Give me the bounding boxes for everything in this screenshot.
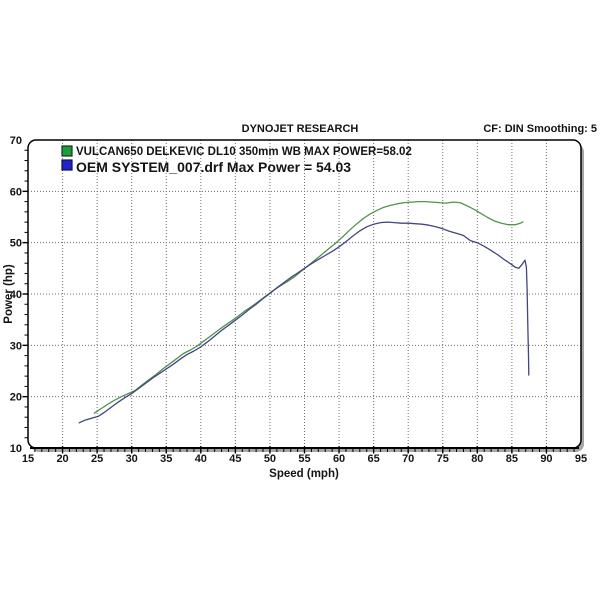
x-tick-label: 15 bbox=[22, 453, 34, 465]
x-tick-label: 50 bbox=[264, 453, 276, 465]
x-tick-label: 85 bbox=[506, 453, 518, 465]
legend-swatch-delkevic bbox=[61, 145, 73, 157]
legend-label-delkevic: VULCAN650 DELKEVIC DL10 350mm WB MAX POW… bbox=[76, 146, 412, 158]
x-tick-label: 65 bbox=[368, 453, 380, 465]
x-tick-label: 25 bbox=[91, 453, 103, 465]
chart-title: DYNOJET RESEARCH bbox=[242, 123, 359, 135]
x-tick-label: 55 bbox=[298, 453, 310, 465]
axis-tick-labels: 15 20 25 30 35 40 45 50 55 60 65 70 75 80 85 90 95 10 20 30… bbox=[10, 135, 587, 465]
series-line-oem bbox=[78, 221, 530, 424]
y-tick-label: 50 bbox=[10, 238, 22, 250]
x-tick-label: 20 bbox=[56, 453, 68, 465]
legend-swatch-oem bbox=[61, 159, 73, 171]
x-tick-label: 30 bbox=[126, 453, 138, 465]
legend-label-oem: OEM SYSTEM_007.drf Max Power = 54.03 bbox=[76, 159, 351, 175]
x-tick-label: 35 bbox=[160, 453, 172, 465]
power-curves bbox=[78, 200, 530, 424]
legend: VULCAN650 DELKEVIC DL10 350mm WB MAX POW… bbox=[61, 145, 412, 175]
x-tick-label: 90 bbox=[540, 453, 552, 465]
y-tick-label: 40 bbox=[10, 289, 22, 301]
x-axis-title: Speed (mph) bbox=[269, 468, 339, 480]
x-tick-label: 75 bbox=[437, 453, 449, 465]
y-tick-label: 30 bbox=[10, 340, 22, 352]
y-tick-label: 10 bbox=[10, 443, 22, 455]
y-tick-label: 70 bbox=[10, 135, 22, 147]
y-tick-label: 60 bbox=[10, 186, 22, 198]
x-tick-label: 80 bbox=[471, 453, 483, 465]
x-tick-label: 70 bbox=[402, 453, 414, 465]
x-tick-label: 45 bbox=[229, 453, 241, 465]
x-tick-label: 95 bbox=[575, 453, 587, 465]
x-tick-label: 60 bbox=[333, 453, 345, 465]
axis-ticks bbox=[22, 149, 575, 454]
x-tick-label: 40 bbox=[195, 453, 207, 465]
grid-lines bbox=[28, 140, 581, 448]
y-axis-title: Power (hp) bbox=[3, 264, 15, 324]
correction-smoothing-info: CF: DIN Smoothing: 5 bbox=[483, 123, 597, 135]
y-tick-label: 20 bbox=[10, 392, 22, 404]
